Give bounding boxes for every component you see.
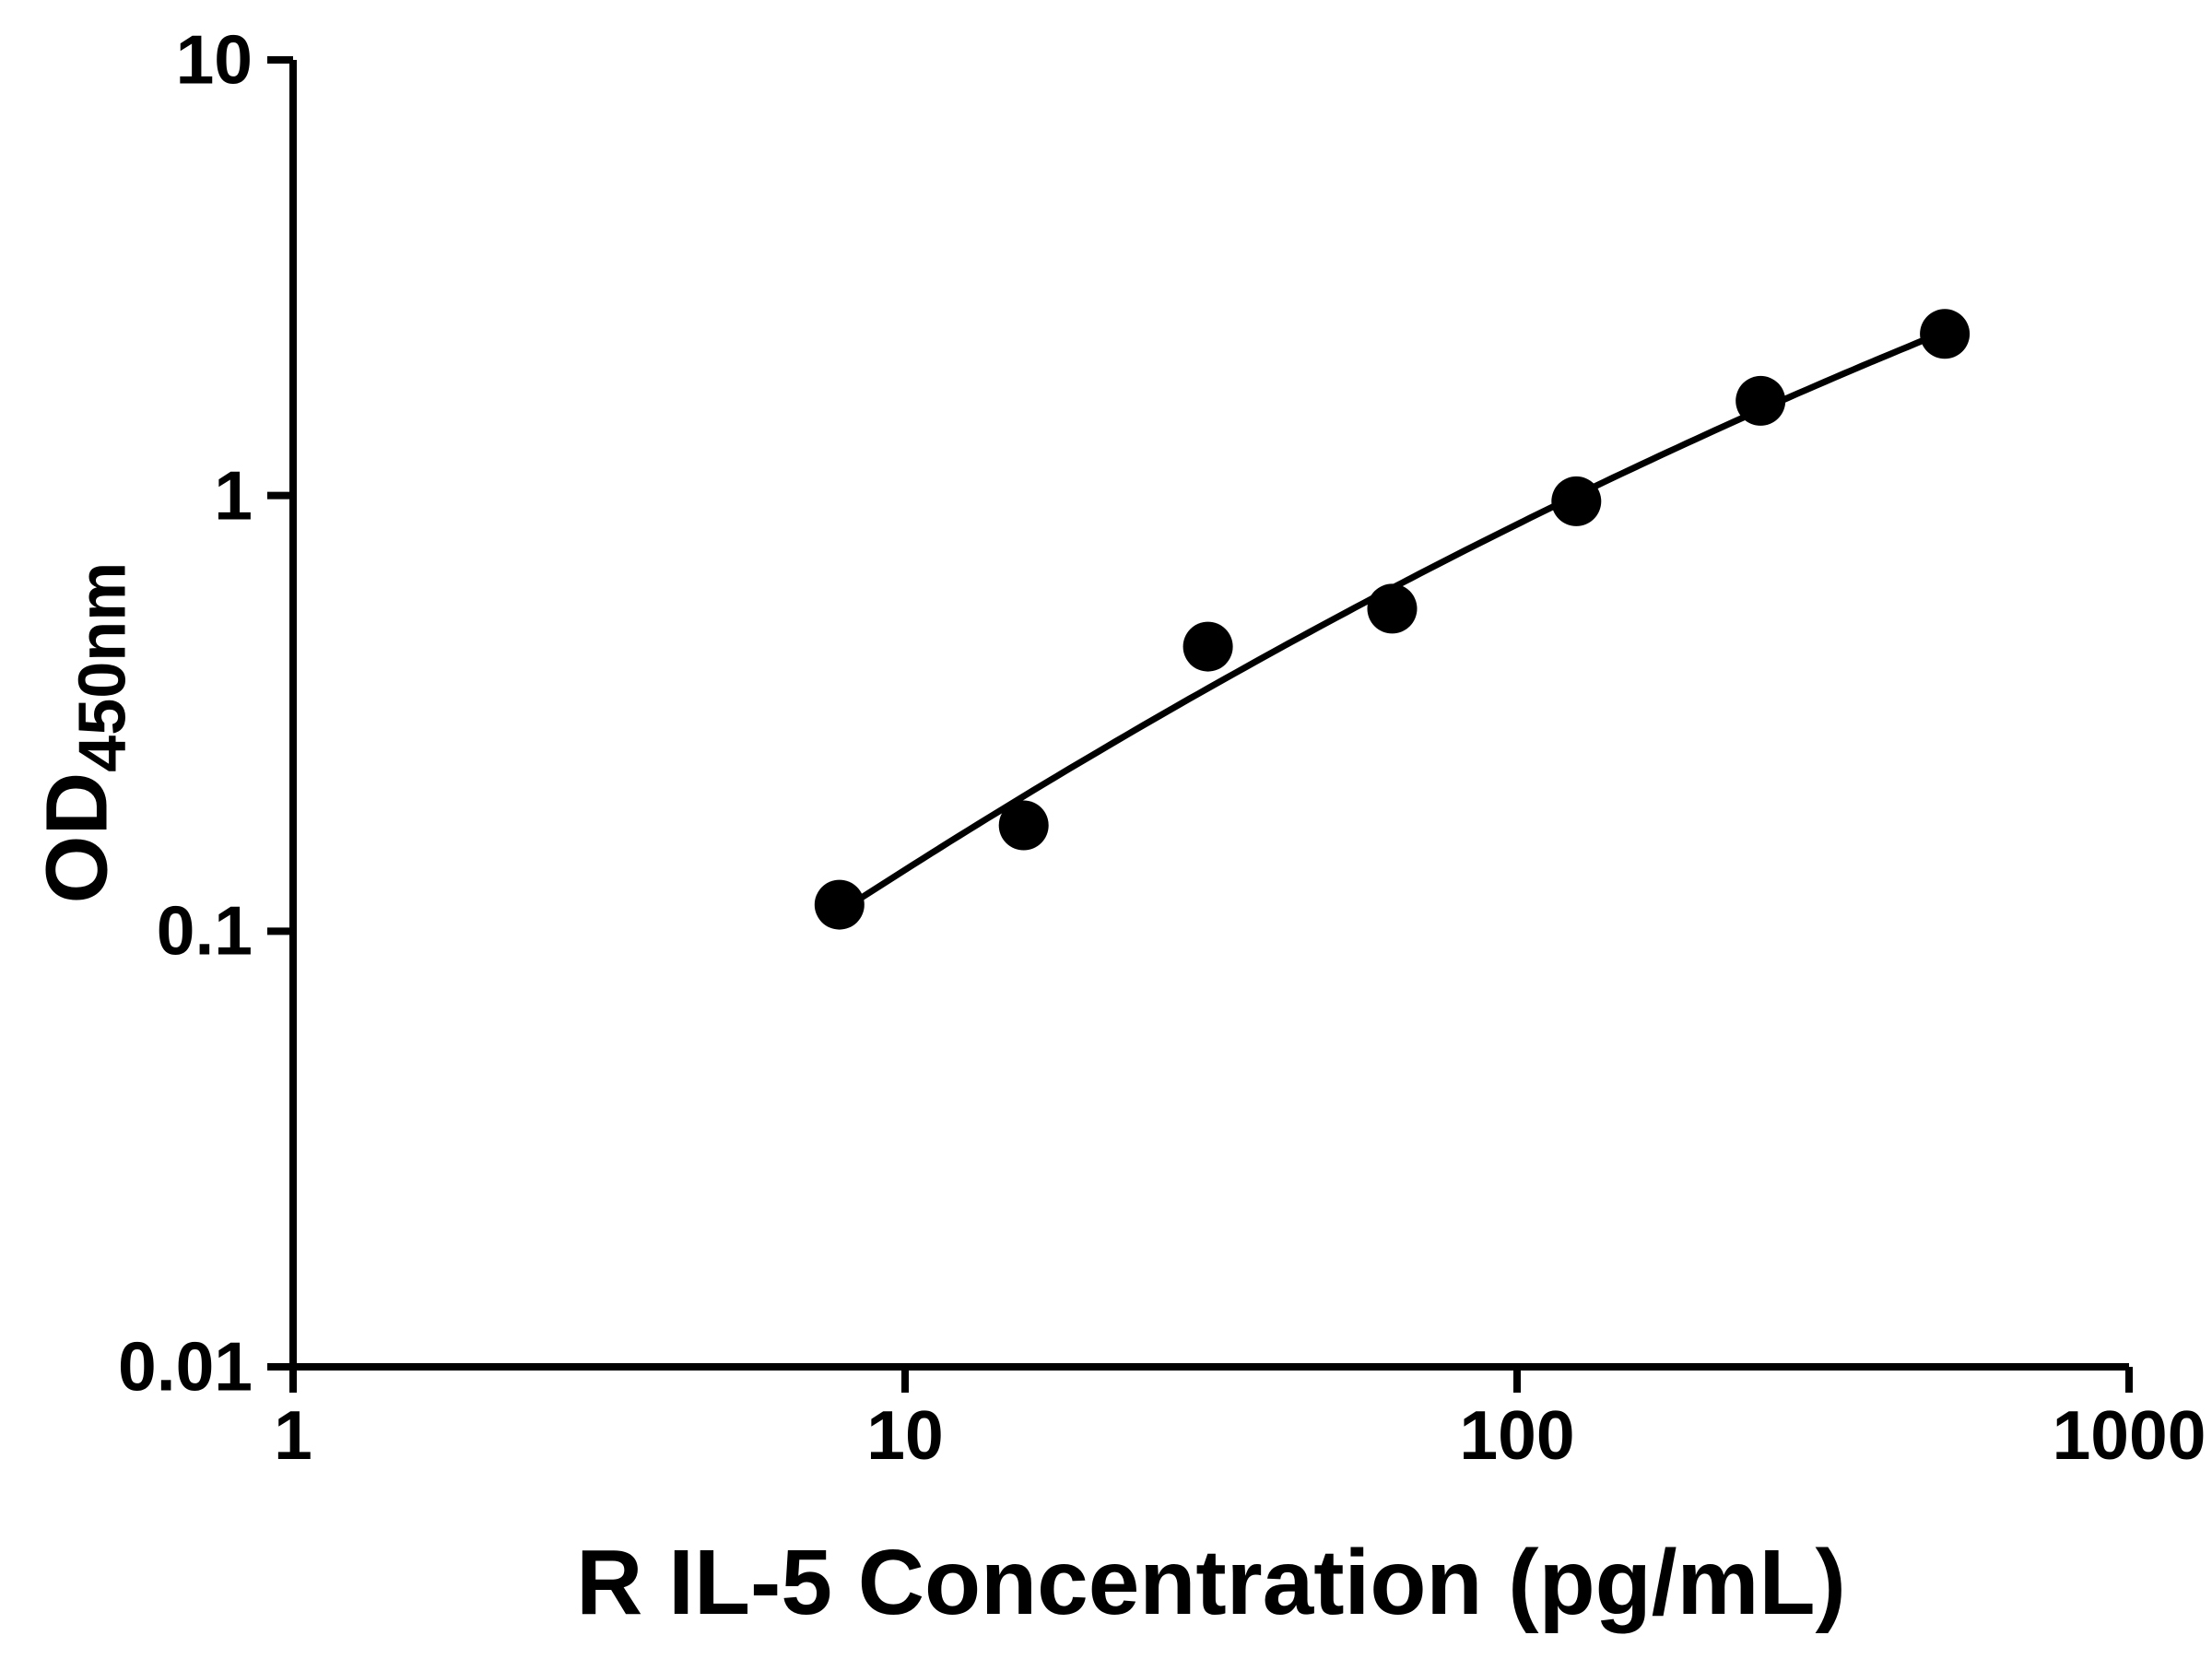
- y-tick-label-0-01: 0.01: [118, 1327, 253, 1406]
- data-point: [998, 800, 1049, 851]
- y-tick-label-10: 10: [175, 20, 253, 99]
- data-point: [1367, 583, 1418, 634]
- x-axis-title: R IL-5 Concentration (pg/mL): [576, 1531, 1846, 1634]
- data-point: [1920, 309, 1971, 359]
- y-axis-title: OD450nm: [29, 562, 140, 904]
- axes-spines: [289, 60, 2129, 1371]
- x-tick-label-1: 1: [274, 1396, 312, 1474]
- y-axis-title-subscript: 450nm: [65, 561, 140, 772]
- data-point: [1182, 621, 1233, 672]
- data-point: [1551, 476, 1602, 526]
- x-tick-label-10: 10: [866, 1396, 944, 1474]
- data-point: [814, 879, 865, 930]
- y-tick-label-0-1: 0.1: [156, 891, 253, 970]
- x-tick-label-1000: 1000: [2052, 1396, 2206, 1474]
- y-tick-label-1: 1: [214, 456, 253, 535]
- data-point: [1735, 375, 1786, 426]
- y-axis-title-main: OD: [28, 771, 126, 904]
- x-tick-label-100: 100: [1459, 1396, 1575, 1474]
